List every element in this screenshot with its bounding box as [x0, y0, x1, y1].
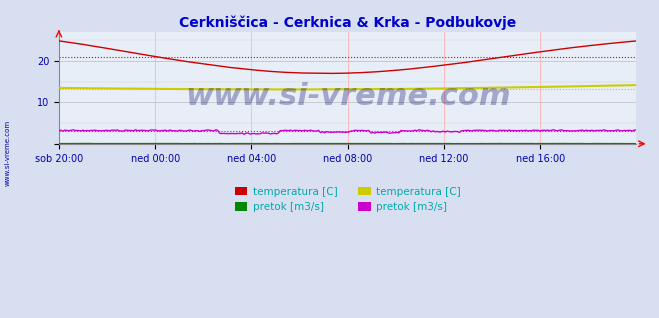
Text: www.si-vreme.com: www.si-vreme.com — [5, 120, 11, 186]
Title: Cerkniščica - Cerknica & Krka - Podbukovje: Cerkniščica - Cerknica & Krka - Podbukov… — [179, 15, 516, 30]
Legend: temperatura [C], pretok [m3/s],  , temperatura [C], pretok [m3/s]: temperatura [C], pretok [m3/s], , temper… — [231, 183, 465, 231]
Text: www.si-vreme.com: www.si-vreme.com — [185, 82, 511, 111]
